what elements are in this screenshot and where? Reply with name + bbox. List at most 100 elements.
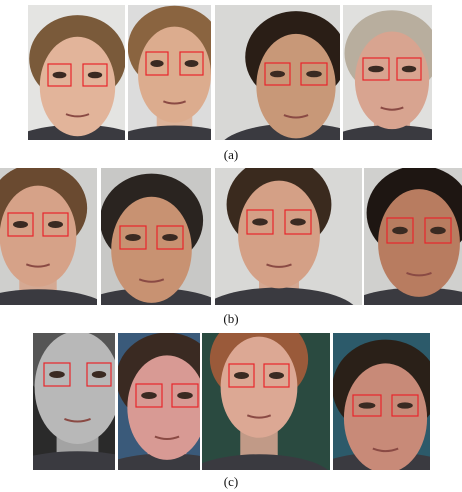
eye-box [179,51,204,76]
face-photo [0,168,97,305]
eye-box [119,225,147,250]
eye-box [284,209,312,235]
photo-grid [0,5,462,470]
panel-label: (a) [224,147,238,162]
eye [290,218,306,226]
mouth [380,106,404,111]
eye-box [135,383,163,408]
photo-content [101,168,211,305]
eye [49,371,65,378]
eye-box [82,63,108,87]
face-photo [333,333,430,470]
eye [13,221,28,228]
eye-box [391,394,419,417]
photo-content [28,5,125,140]
eye [162,234,178,241]
mouth [406,271,432,277]
panel-label: (c) [224,474,238,489]
eye-box [424,217,452,244]
eye [401,65,417,73]
eye-box [47,63,72,87]
face [138,26,211,123]
face [127,355,200,460]
eye-box [7,212,34,237]
eye [184,60,199,67]
shoulders [215,287,354,305]
mouth [64,417,91,423]
eye-box [352,394,382,417]
eye-box [396,57,422,81]
eye [252,218,268,226]
face-photo [202,333,330,470]
face-photo [33,333,115,470]
eye [141,392,157,399]
photo-content [33,333,115,470]
eye [368,65,384,73]
face [378,189,460,297]
face [39,36,116,137]
eye-box [264,62,291,86]
photo-content [215,168,362,305]
face-photo [28,5,125,140]
mouth [138,278,165,283]
shoulders [202,454,328,470]
face [220,336,298,438]
eye [91,371,107,378]
face [34,333,115,444]
eye-box [145,51,169,76]
eye-box [386,217,414,244]
eye [48,221,63,228]
mouth [65,113,90,118]
face-photo [343,5,432,140]
mouth [25,263,51,268]
eye-box [228,363,255,388]
eye [52,71,67,79]
face [256,33,336,139]
eye [234,372,249,379]
mouth [154,435,180,441]
eye [430,226,446,235]
eye [87,71,103,79]
panel-label: (b) [223,311,238,326]
face-photo [128,5,211,140]
eye-box [43,362,71,387]
photo-content [343,5,432,140]
mouth [246,414,272,419]
face [238,180,320,289]
face-photo [215,5,340,140]
eye-box [362,57,390,81]
shoulders [118,453,200,470]
mouth [163,100,186,105]
photo-content [333,333,430,470]
photo-content [0,168,97,305]
eye-box [246,209,274,235]
face [343,363,428,470]
face-photo [101,168,211,305]
mouth [372,447,399,453]
eye [125,234,141,241]
eye [270,70,285,78]
eye [177,392,193,399]
eye [150,60,164,67]
eye-box [263,363,290,388]
face-photo [118,333,200,470]
eye-box [156,225,184,250]
eye-box [300,62,328,86]
eye [397,402,413,409]
shoulders [343,125,432,140]
shoulders [128,125,211,140]
shoulders [0,289,97,305]
face [0,185,77,287]
eye-box [86,362,112,387]
photo-content [118,333,200,470]
eye [306,70,322,78]
mouth [266,263,292,268]
face [354,31,430,130]
face-photo [364,168,462,305]
eye-box [42,212,69,237]
photo-content [364,168,462,305]
photo-content [215,5,340,140]
shoulders [33,451,115,470]
face [111,196,192,303]
